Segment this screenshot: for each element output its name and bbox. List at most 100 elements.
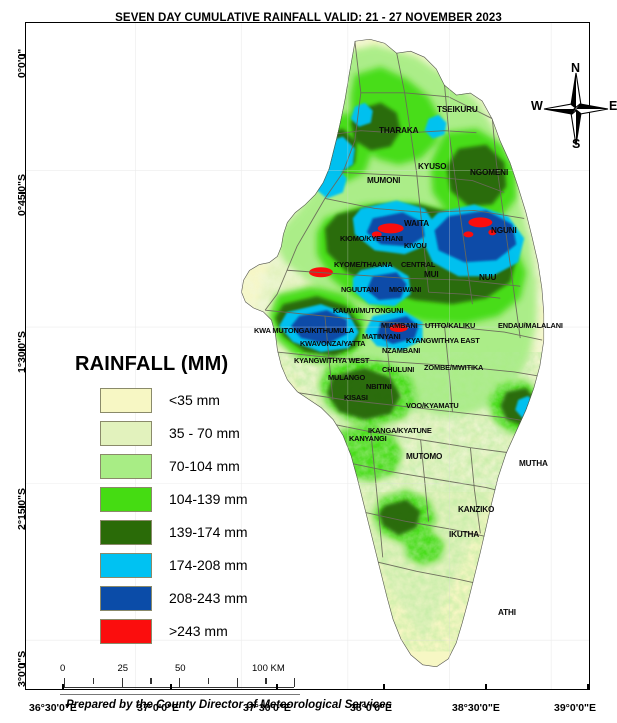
compass-north-label: N (571, 61, 581, 75)
legend-row: 139-174 mm (70, 517, 315, 547)
latitude-tick (19, 663, 25, 665)
rainfall-legend: RAINFALL (MM) <35 mm 35 - 70 mm 70-104 mm 1… (70, 353, 315, 649)
place-label: MUTHA (519, 459, 548, 468)
place-label: KYANGWITHYA EAST (406, 336, 480, 345)
longitude-label: 38°30'0"E (452, 702, 500, 714)
place-label: KANZIKO (458, 505, 495, 514)
page-title: SEVEN DAY CUMULATIVE RAINFALL VALID: 21 … (0, 12, 617, 26)
legend-swatch (100, 486, 152, 512)
scale-tick-label: 100 KM (252, 663, 285, 674)
legend-row: <35 mm (70, 385, 315, 415)
place-label: KYOME/THAANA (334, 260, 393, 269)
scale-tick-label: 25 (117, 663, 129, 674)
place-label: ENDAU/MALALANI (498, 321, 563, 330)
place-label: CENTRAL (401, 260, 436, 269)
scale-tick (236, 678, 238, 687)
place-label: NGOMENI (470, 168, 509, 177)
place-label: TSEIKURU (437, 105, 478, 114)
place-label: UTITO/KALIKU (425, 321, 476, 330)
legend-swatch (100, 420, 152, 446)
legend-title: RAINFALL (MM) (75, 353, 229, 375)
place-label: KANYANGI (349, 434, 387, 443)
scale-tick (294, 678, 296, 687)
latitude-tick (19, 54, 25, 56)
place-label: MUTOMO (406, 452, 443, 461)
latitude-label: 2°15'0"S (16, 487, 28, 530)
legend-row: 70-104 mm (70, 451, 315, 481)
place-label: KIVOU (404, 241, 427, 250)
legend-rows: <35 mm 35 - 70 mm 70-104 mm 104-139 mm 139-1… (70, 385, 315, 646)
scale-tick (121, 678, 123, 687)
place-label: NBITINI (366, 382, 392, 391)
longitude-label: 36°30'0"E (29, 702, 77, 714)
longitude-tick (170, 684, 172, 690)
place-label: NGUUTANI (341, 285, 379, 294)
scale-bar-labels: 0 25 50 100 KM (60, 663, 294, 676)
place-label: IKANGA/KYATUNE (368, 426, 432, 435)
place-label: KYANGWITHYA WEST (294, 356, 370, 365)
place-label: NUU (479, 273, 497, 282)
legend-swatch (100, 453, 152, 479)
latitude-label: 0°45'0"S (16, 173, 28, 216)
longitude-tick (485, 684, 487, 690)
place-label: NZAMBANI (382, 346, 421, 355)
place-label: WAITA (404, 219, 430, 228)
compass-west-label: W (531, 99, 543, 113)
longitude-label: 39°0'0"E (554, 702, 597, 714)
legend-swatch (100, 552, 152, 578)
place-label: CHULUNI (382, 365, 415, 374)
place-label: MIAMBANI (381, 321, 418, 330)
legend-label: 104-139 mm (169, 491, 248, 507)
legend-swatch (100, 618, 152, 644)
legend-swatch (100, 519, 152, 545)
scale-tick (179, 678, 181, 687)
place-label: MULANGO (328, 373, 366, 382)
place-label: KWAVONZA/YATTA (300, 339, 366, 348)
place-label: MIGWANI (389, 285, 422, 294)
legend-row: 35 - 70 mm (70, 418, 315, 448)
legend-swatch (100, 585, 152, 611)
place-label: KISASI (344, 393, 368, 402)
scale-bar: 0 25 50 100 KM (60, 663, 296, 688)
footer-credit: Prepared by the County Director of Meteo… (66, 699, 392, 711)
scale-tick-label: 50 (175, 663, 186, 674)
rainfall-raster (26, 23, 589, 689)
scale-tick (92, 678, 95, 684)
legend-label: >243 mm (169, 623, 228, 639)
longitude-label: 37°0'0"E (137, 702, 180, 714)
legend-row: 104-139 mm (70, 484, 315, 514)
latitude-label: 1°30'0"S (16, 330, 28, 373)
place-label: ZOMBE/MWITIKA (424, 363, 484, 372)
place-label: THARAKA (379, 126, 419, 135)
legend-row: 208-243 mm (70, 583, 315, 613)
latitude-tick (19, 349, 25, 351)
compass-star-icon (543, 72, 609, 146)
place-label: VOO/KYAMATU (406, 401, 459, 410)
compass-south-label: S (572, 137, 581, 151)
legend-label: <35 mm (169, 392, 220, 408)
place-label: KAUWI/MUTONGUNI (333, 306, 404, 315)
place-label: NGUNI (491, 226, 517, 235)
scale-tick (64, 678, 66, 687)
legend-label: 70-104 mm (169, 458, 240, 474)
latitude-label: 3°0'0"S (16, 650, 28, 687)
longitude-tick (276, 684, 278, 690)
place-label: MUMONI (367, 176, 401, 185)
scale-tick (265, 678, 267, 684)
place-label: IKUTHA (449, 530, 480, 539)
place-label: KWA MUTONGA/KITHUMULA (254, 326, 354, 335)
legend-label: 35 - 70 mm (169, 425, 240, 441)
legend-label: 174-208 mm (169, 557, 248, 573)
compass-east-label: E (609, 99, 617, 113)
longitude-tick (62, 684, 64, 690)
scale-tick-label: 0 (60, 663, 66, 674)
scale-tick (150, 678, 152, 684)
compass-rose: N S W E (531, 61, 617, 157)
longitude-tick (383, 684, 385, 690)
scale-tick (207, 678, 210, 684)
place-label: MATINYANI (362, 332, 401, 341)
legend-row: 174-208 mm (70, 550, 315, 580)
latitude-tick (19, 192, 25, 194)
place-label: MUI (424, 270, 439, 279)
scale-bar-line (64, 678, 296, 688)
